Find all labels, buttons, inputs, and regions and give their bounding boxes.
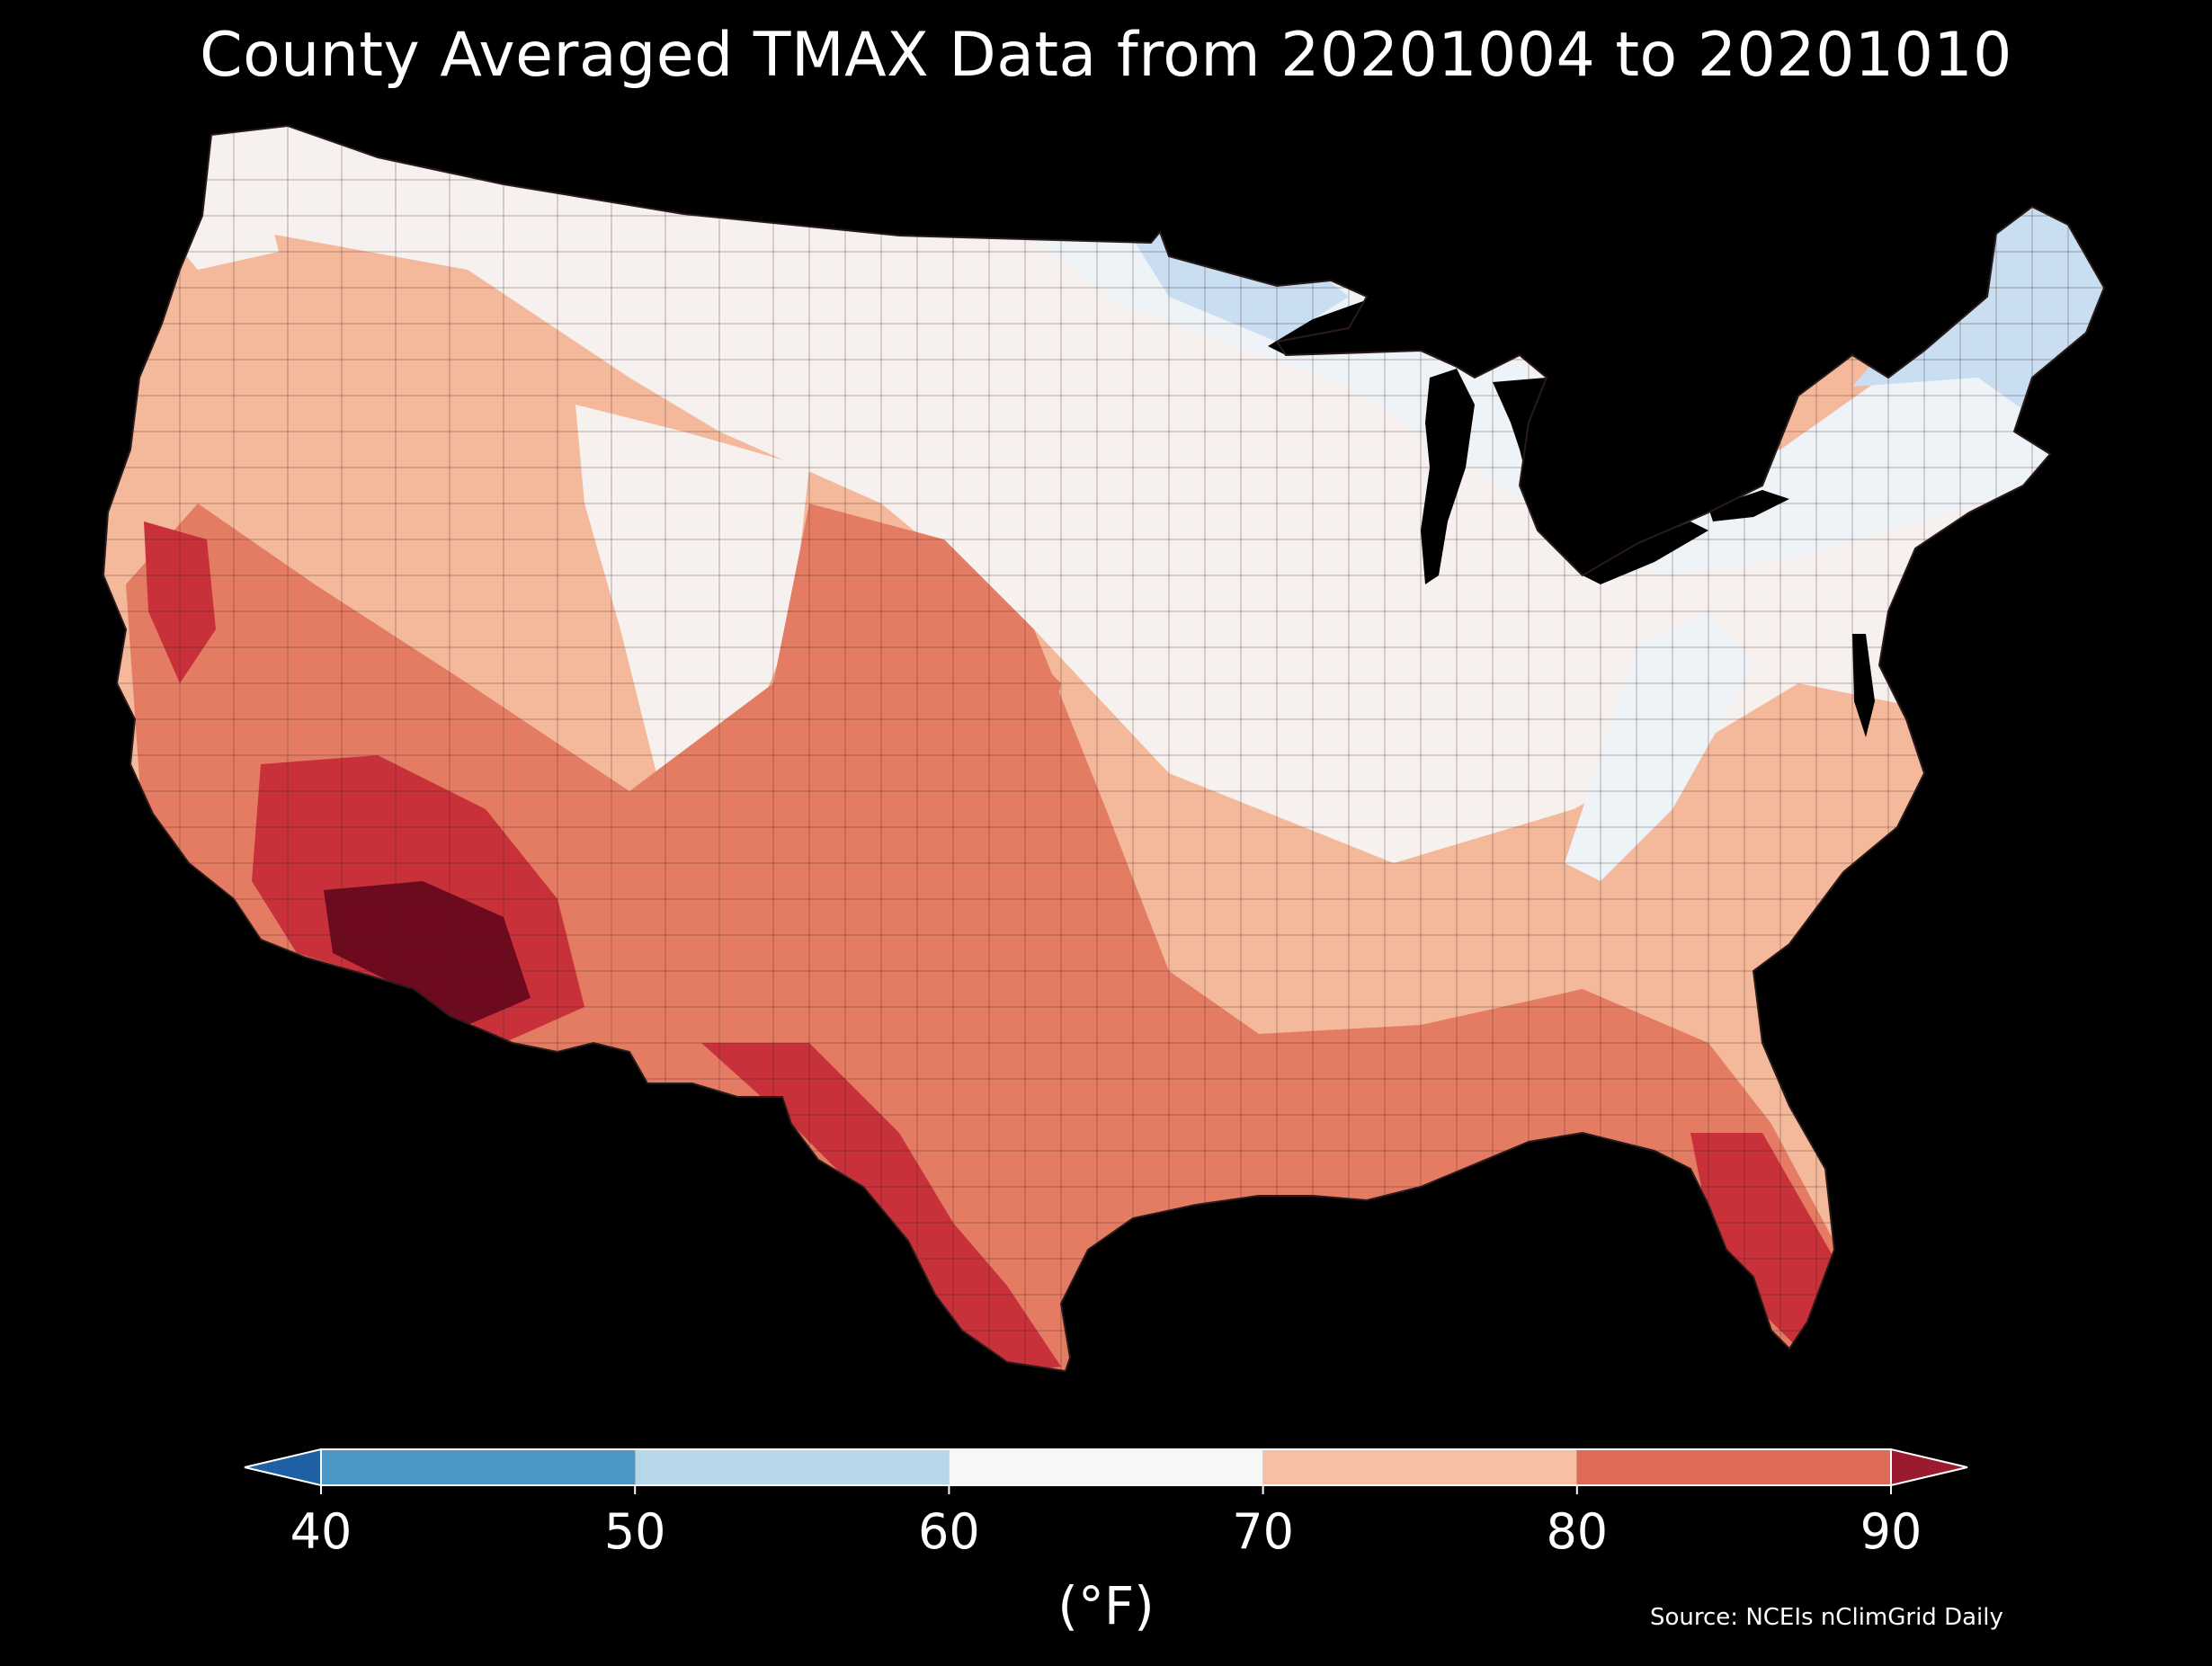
colorbar-bin-4 [1576, 1449, 1891, 1485]
region-florida-very-hot [1690, 1133, 1834, 1349]
great-lakes [1268, 286, 1875, 737]
colorbar-extend-high [1890, 1448, 1968, 1487]
colorbar-extend-low [244, 1448, 322, 1487]
map-title: County Averaged TMAX Data from 20201004 … [200, 20, 2012, 91]
colorbar-tick-label: 50 [604, 1503, 666, 1560]
lake-superior [1268, 286, 1430, 355]
colorbar-tick-label: 70 [1232, 1503, 1294, 1560]
region-central-valley-very-hot [144, 521, 216, 683]
colorbar-tick-label: 90 [1860, 1503, 1922, 1560]
region-plains-hot [809, 539, 1061, 899]
region-south-hot [126, 503, 1843, 1371]
colorbar-label: (°F) [1057, 1575, 1155, 1636]
colorbar-tick-label: 40 [290, 1503, 352, 1560]
region-arizona-extreme [324, 881, 531, 1025]
lake-michigan [1421, 369, 1475, 584]
source-note: Source: NCEIs nClimGrid Daily [1650, 1604, 2003, 1631]
region-appalachia-cool [1565, 611, 1753, 881]
lake-huron [1493, 378, 1583, 486]
colorbar-frame [320, 1448, 1892, 1486]
region-maine-cold [1852, 162, 2104, 423]
lake-ontario [1708, 490, 1789, 521]
colorbar-bin-2 [949, 1449, 1263, 1485]
colorbar-bin-1 [635, 1449, 950, 1485]
colorbar-tick-label: 60 [918, 1503, 980, 1560]
lake-erie [1583, 521, 1708, 584]
colorbar-bin-0 [321, 1449, 636, 1485]
colorbar-bin-3 [1262, 1449, 1577, 1485]
colorbar-tick-label: 80 [1546, 1503, 1608, 1560]
chesapeake-bay [1852, 634, 1875, 737]
